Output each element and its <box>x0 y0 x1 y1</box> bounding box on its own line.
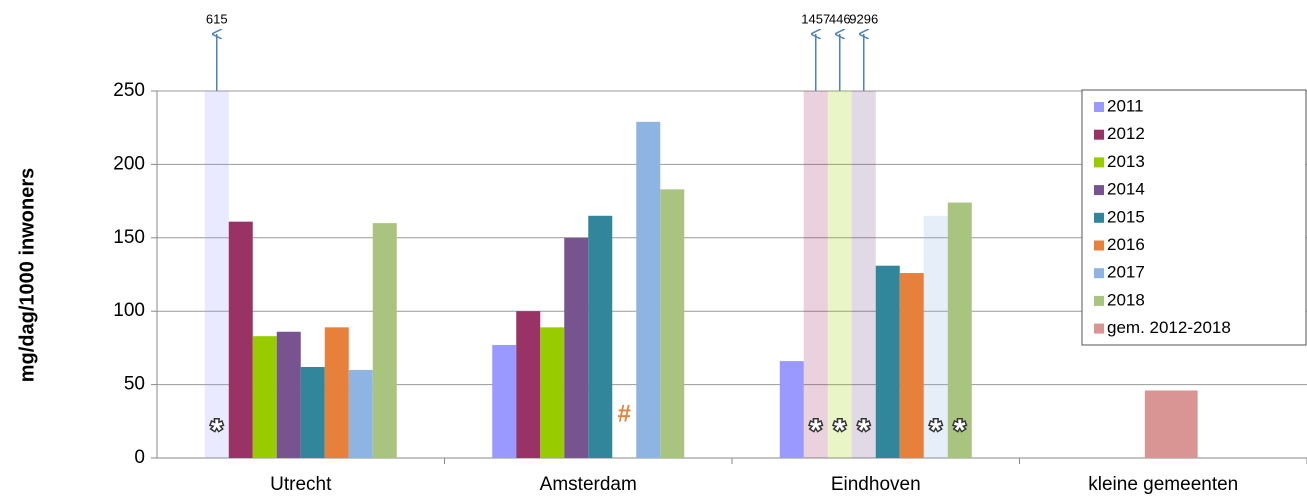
flag: * <box>858 414 870 447</box>
flag: * <box>810 414 822 447</box>
legend-box <box>1081 89 1307 346</box>
x-tick-label: Utrecht <box>270 474 332 495</box>
bar <box>899 273 924 458</box>
bar <box>252 336 277 458</box>
y-tick-label: 200 <box>113 153 145 174</box>
bar <box>827 91 852 458</box>
x-tick-label: Eindhoven <box>831 474 921 495</box>
value-label: 615 <box>206 11 228 26</box>
legend-label: 2017 <box>1107 263 1145 282</box>
y-tick-label: 150 <box>113 227 145 248</box>
flag: * <box>211 414 223 447</box>
bar <box>204 91 229 458</box>
bar <box>588 215 613 458</box>
legend-swatch <box>1094 268 1104 279</box>
y-axis-label: mg/dag/1000 inwoners <box>16 168 38 383</box>
bar <box>923 215 948 458</box>
legend-swatch <box>1094 129 1104 140</box>
legend-label: 2012 <box>1107 124 1145 143</box>
legend-label: 2014 <box>1107 180 1145 199</box>
x-tick-label: kleine gemeenten <box>1088 474 1238 495</box>
bar <box>348 369 373 458</box>
bar <box>540 327 565 458</box>
bar <box>492 344 517 458</box>
legend-label: 2011 <box>1107 96 1144 115</box>
bar <box>779 361 804 458</box>
legend-label: 2018 <box>1107 290 1145 309</box>
value-label: 1457 <box>801 11 830 26</box>
flag: * <box>930 414 942 447</box>
legend-swatch <box>1094 295 1104 306</box>
legend-label: gem. 2012-2018 <box>1107 318 1231 337</box>
y-tick-label: 50 <box>124 374 145 395</box>
x-tick-label: Amsterdam <box>540 474 637 495</box>
bar <box>660 189 685 458</box>
value-label: 9296 <box>849 11 878 26</box>
flag: # <box>618 400 631 427</box>
legend-swatch <box>1094 240 1104 251</box>
bar <box>803 91 828 458</box>
bar <box>564 237 589 458</box>
bar <box>300 366 325 458</box>
bar <box>228 221 253 458</box>
bar <box>372 223 397 458</box>
bar <box>324 327 349 458</box>
bar <box>276 331 301 458</box>
bar <box>947 202 972 458</box>
y-tick-label: 0 <box>134 447 145 468</box>
flag: * <box>954 414 966 447</box>
y-tick-label: 250 <box>113 80 145 101</box>
legend-swatch <box>1094 185 1104 196</box>
bar <box>516 311 541 458</box>
value-label: 446 <box>829 11 851 26</box>
legend-label: 2015 <box>1107 207 1145 226</box>
y-tick-label: 100 <box>113 300 145 321</box>
legend-label: 2016 <box>1107 235 1145 254</box>
bar <box>636 121 661 458</box>
legend-label: 2013 <box>1107 152 1145 171</box>
legend-swatch <box>1094 323 1104 334</box>
bar <box>875 265 900 458</box>
bar <box>851 91 876 458</box>
legend-swatch <box>1094 157 1104 168</box>
bar <box>1144 390 1198 458</box>
legend-swatch <box>1094 102 1104 112</box>
flag: * <box>834 414 846 447</box>
legend-swatch <box>1094 212 1104 223</box>
